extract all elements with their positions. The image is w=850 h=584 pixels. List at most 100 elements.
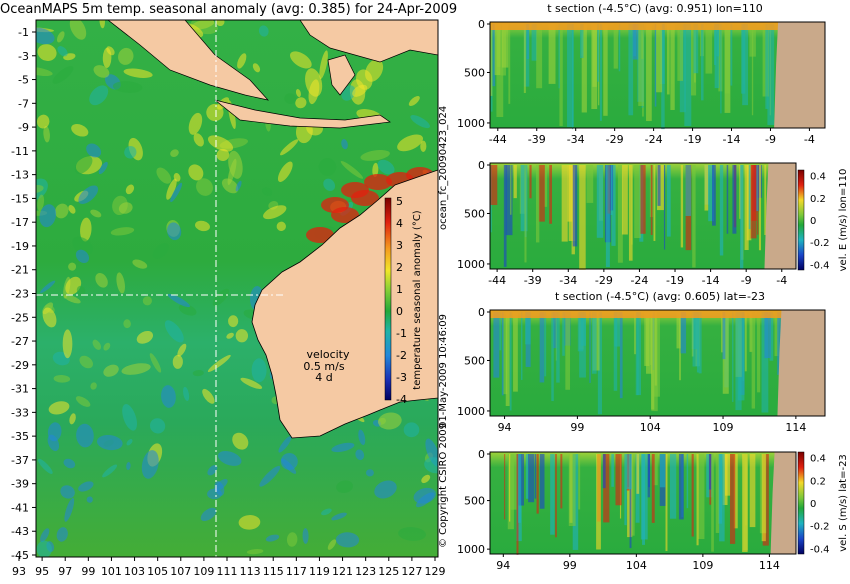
vel-s-colorbar [797,451,805,555]
anomaly-eddy [246,548,264,555]
anomaly-eddy [47,422,62,442]
anomaly-eddy [356,69,373,90]
anomaly-eddy [170,182,183,203]
section-streak [767,24,775,126]
section-land [774,22,825,128]
anomaly-eddy [53,374,71,383]
x-tick-label: -19 [666,274,684,287]
section-streak [539,312,545,383]
anomaly-eddy [116,272,125,294]
anomaly-eddy [341,85,356,101]
anomaly-eddy [258,25,269,37]
anomaly-eddy [68,262,77,271]
anomaly-eddy [196,178,214,196]
depth-tick-label: 500 [464,354,485,367]
anomaly-eddy [80,217,92,242]
x-tick-label: -44 [488,274,506,287]
section-streak [592,24,597,87]
section-streak [596,165,604,238]
anomaly-eddy [280,452,298,470]
vel-e-colorbar [797,169,805,271]
section-streak [749,24,756,57]
anomaly-eddy [403,422,420,438]
section-streak [605,165,610,268]
section-streak [523,24,526,94]
x-tick-label: 99 [563,559,577,572]
x-tick-label: -4 [804,133,815,146]
anomaly-eddy [149,353,162,373]
section-streak [651,312,655,410]
anomaly-eddy [265,534,280,542]
anomaly-eddy [152,243,169,259]
section-streak [744,312,747,372]
anomaly-eddy [69,20,87,40]
anomaly-eddy [167,222,182,241]
vel-s-section-lat-23: 0 500 1000 94 99 104 109 114 [457,448,797,572]
temp-colorbar-tick: -2 [396,349,407,362]
anomaly-eddy [40,280,56,294]
section-streak [490,24,493,96]
section-streak [660,24,665,84]
anomaly-eddy [421,474,431,484]
anomaly-eddy [408,96,420,107]
anomaly-eddy [327,539,337,550]
section-streak [518,454,524,506]
map-panel [36,20,438,557]
section-streak [596,454,601,550]
anomaly-eddy [335,532,360,548]
x-tick-label: 109 [713,421,734,434]
anomaly-eddy [226,332,234,339]
section-streak [556,312,560,383]
temp-colorbar [384,197,392,401]
lat-tick-label: -39 [11,478,29,491]
section-streak [735,312,742,411]
anomaly-eddy [232,432,249,450]
section-streak [654,312,660,397]
section-streak [558,24,560,89]
anomaly-eddy [305,68,323,97]
anomaly-eddy [141,450,159,479]
section-streak [678,454,684,520]
anomaly-eddy [55,203,69,219]
section-streak [548,24,556,84]
anomaly-eddy [340,160,364,179]
anomaly-eddy [92,339,102,350]
section-streak [544,165,548,207]
section-streak [711,454,714,552]
section-streak [659,454,666,488]
section-streak [599,24,602,121]
warm-anomaly [351,190,379,206]
anomaly-eddy [48,401,70,415]
section-streak [650,165,653,235]
x-tick-label: -44 [489,133,507,146]
section-streak [740,165,744,270]
anomaly-eddy [355,449,365,461]
section-streak [724,24,730,94]
anomaly-eddy [69,413,76,425]
lat-tick-label: -29 [11,359,29,372]
lat-tick-label: -3 [18,50,29,63]
vel-colorbar-tick: 0.4 [810,454,826,465]
anomaly-eddy [76,423,94,448]
vel-e-colorbar-label: vel. E (m/s) lon=110 [838,169,849,272]
section-streak [568,454,576,526]
lat-tick-label: -45 [11,549,29,562]
x-tick-label: -29 [595,274,613,287]
anomaly-eddy [43,125,50,143]
section-streak [524,165,527,263]
anomaly-eddy [193,133,204,147]
section-streak [501,24,509,68]
section-streak [729,454,736,544]
section-streak [561,165,568,242]
section-streak [597,312,602,415]
section-streak [492,24,496,87]
section-streak [602,454,606,489]
anomaly-eddy [64,497,75,522]
section-streak [686,454,689,509]
section-streak [529,165,532,199]
section-streak [615,454,622,506]
section-streak [692,165,696,268]
anomaly-eddy [360,150,390,161]
temp-colorbar-tick: -3 [396,371,407,384]
anomaly-eddy [126,462,131,470]
